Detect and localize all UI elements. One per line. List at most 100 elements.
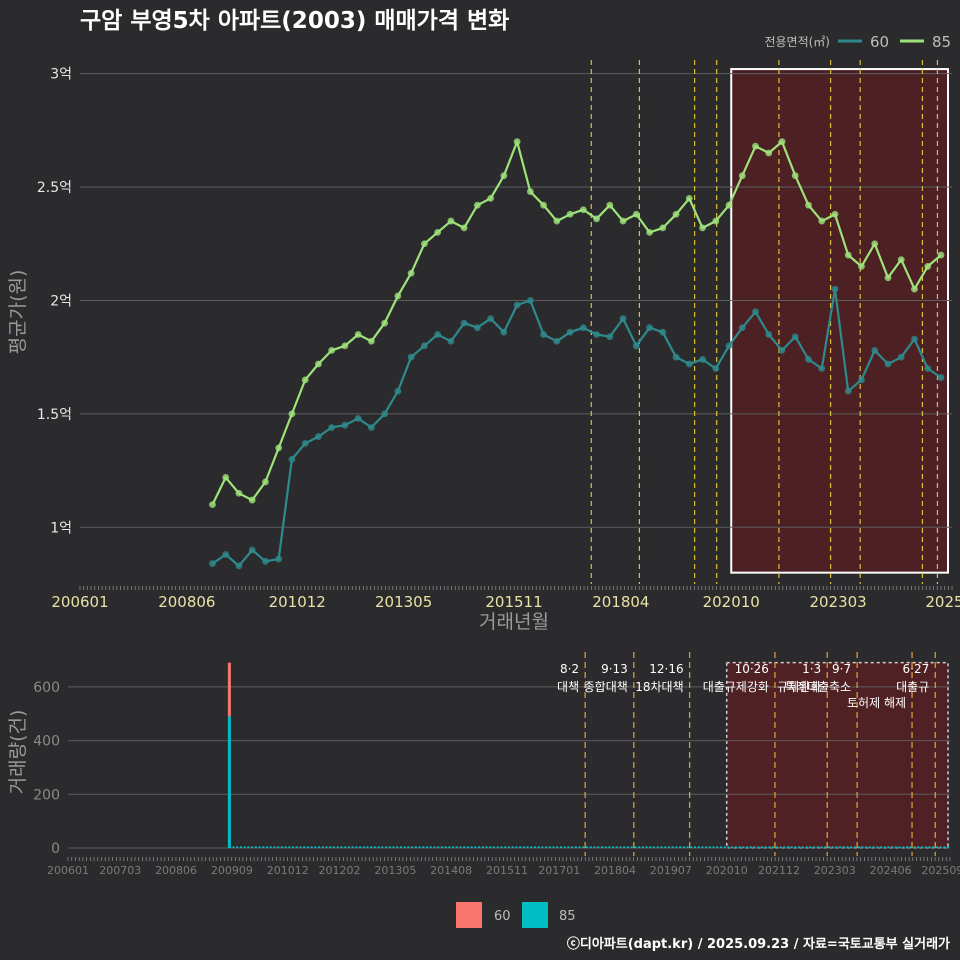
volume-bar bbox=[623, 846, 626, 848]
y-tick-label-2: 2억 bbox=[50, 293, 72, 309]
x-tick-label-volume-6: 201305 bbox=[374, 864, 416, 877]
volume-bar bbox=[831, 846, 834, 848]
policy-annotations: 8·2 대책 9·13 종합대책 12·16 18차대책 10·26 대출규제강화 1·3 규제완… bbox=[557, 662, 929, 710]
volume-bar bbox=[496, 846, 499, 848]
volume-bar bbox=[314, 846, 317, 848]
volume-bar bbox=[920, 846, 923, 848]
volume-bar bbox=[597, 846, 600, 848]
volume-bar bbox=[653, 846, 656, 848]
volume-bar bbox=[533, 846, 536, 848]
point-60-10 bbox=[341, 421, 349, 429]
point-60-53 bbox=[911, 335, 918, 343]
volume-bar bbox=[347, 846, 350, 848]
volume-bar bbox=[801, 846, 804, 848]
point-85-42 bbox=[765, 149, 773, 157]
annotation-text-4: 규제완화 bbox=[777, 680, 821, 694]
point-85-49 bbox=[858, 263, 865, 270]
volume-bar bbox=[548, 846, 551, 848]
volume-bar bbox=[236, 846, 239, 848]
volume-bar bbox=[299, 846, 302, 848]
point-85-34 bbox=[659, 224, 667, 232]
point-60-51 bbox=[884, 360, 892, 368]
x-tick-labels: 200601 200806 201012 201305 201511 201804 2020… bbox=[51, 593, 960, 611]
point-85-0 bbox=[209, 501, 216, 509]
volume-bar bbox=[466, 846, 469, 848]
point-60-46 bbox=[818, 365, 826, 372]
volume-bar bbox=[749, 846, 752, 848]
volume-bar bbox=[478, 846, 481, 848]
volume-bar bbox=[574, 846, 577, 848]
point-85-46 bbox=[818, 217, 826, 225]
point-60-44 bbox=[791, 333, 799, 341]
point-85-16 bbox=[420, 240, 428, 248]
point-85-18 bbox=[447, 217, 455, 225]
volume-bar bbox=[883, 846, 886, 848]
volume-bar bbox=[578, 846, 581, 848]
annotation-date-5: 9·7 bbox=[832, 662, 851, 676]
volume-bar bbox=[604, 846, 607, 848]
volume-bar bbox=[667, 846, 670, 848]
volume-bar bbox=[842, 846, 845, 848]
point-85-43 bbox=[778, 138, 786, 146]
volume-bar bbox=[619, 846, 622, 848]
point-60-18 bbox=[447, 337, 455, 345]
volume-bar bbox=[708, 846, 711, 848]
volume-bar bbox=[552, 846, 555, 848]
volume-bar bbox=[541, 846, 544, 848]
volume-bar bbox=[716, 846, 719, 848]
volume-bar bbox=[813, 846, 816, 848]
volume-bar bbox=[701, 846, 704, 848]
volume-bar bbox=[507, 846, 510, 848]
point-60-31 bbox=[619, 315, 627, 322]
volume-bar bbox=[671, 846, 674, 848]
volume-bar bbox=[630, 846, 633, 848]
point-85-15 bbox=[407, 269, 415, 277]
volume-bar bbox=[336, 846, 339, 848]
legend-label-volume-60: 60 bbox=[494, 909, 511, 924]
point-85-5 bbox=[275, 444, 283, 452]
volume-bar bbox=[898, 846, 901, 848]
annotation-date-3: 10·26 bbox=[735, 662, 769, 676]
point-85-52 bbox=[897, 256, 905, 264]
volume-bar bbox=[277, 846, 280, 848]
volume-bar bbox=[310, 846, 313, 848]
point-60-11 bbox=[354, 415, 362, 422]
volume-bar bbox=[894, 846, 897, 848]
volume-bar bbox=[772, 846, 775, 848]
volume-bar bbox=[396, 846, 399, 848]
point-60-19 bbox=[460, 319, 468, 327]
volume-bar bbox=[429, 846, 432, 848]
point-85-38 bbox=[712, 217, 720, 225]
volume-bar bbox=[526, 846, 529, 848]
volume-bar bbox=[366, 846, 369, 848]
volume-bar bbox=[600, 846, 603, 848]
volume-bar bbox=[251, 846, 254, 848]
x-tick-label-2: 201012 bbox=[269, 593, 326, 611]
volume-bar bbox=[388, 846, 391, 848]
volume-bar bbox=[891, 846, 894, 848]
volume-bar bbox=[809, 846, 812, 848]
point-85-51 bbox=[884, 274, 892, 282]
volume-bar bbox=[876, 846, 879, 848]
point-60-4 bbox=[262, 557, 269, 565]
volume-bar bbox=[913, 846, 916, 848]
volume-bar bbox=[753, 846, 756, 848]
point-85-7 bbox=[301, 376, 309, 384]
volume-bar bbox=[693, 846, 696, 848]
point-85-26 bbox=[553, 217, 561, 225]
volume-bar bbox=[519, 846, 522, 848]
volume-bar bbox=[660, 846, 663, 848]
volume-bar bbox=[586, 846, 589, 848]
volume-bar bbox=[906, 846, 909, 848]
point-60-36 bbox=[685, 360, 693, 368]
volume-bar bbox=[638, 846, 641, 848]
volume-bar bbox=[258, 846, 261, 848]
volume-bar bbox=[880, 846, 883, 848]
point-60-49 bbox=[858, 376, 865, 384]
volume-bar bbox=[835, 846, 838, 848]
x-tick-label-8: 2025 bbox=[925, 593, 960, 611]
volume-bar bbox=[359, 846, 362, 848]
point-60-14 bbox=[394, 387, 402, 395]
y-tick-labels-volume: 0 200 400 600 bbox=[33, 680, 60, 857]
point-85-55 bbox=[937, 251, 945, 259]
